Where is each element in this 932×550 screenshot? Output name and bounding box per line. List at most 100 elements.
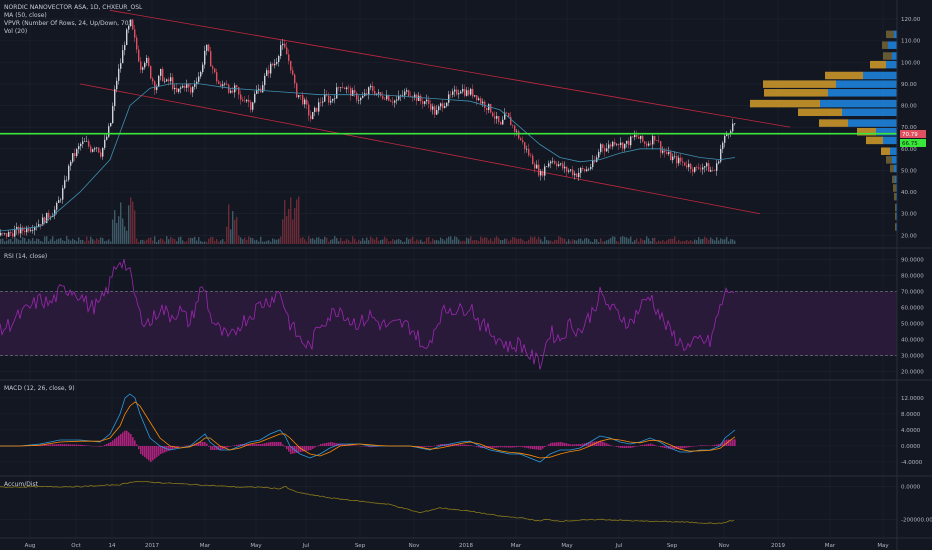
candle-body [102, 147, 104, 157]
candle-body [434, 106, 436, 115]
candle-body [552, 161, 554, 162]
volume-bar [540, 239, 542, 244]
time-tick-label: 2017 [145, 543, 159, 549]
volume-bar [52, 236, 54, 244]
macd-hist-bar [436, 445, 438, 446]
candle-body [254, 93, 256, 103]
macd-hist-bar [342, 444, 344, 446]
candle-body [318, 102, 320, 112]
vpvr-legend[interactable]: VPVR (Number Of Rows, 24, Up/Down, 70) [4, 20, 131, 27]
candle-body [124, 44, 126, 51]
volume-bar [490, 238, 492, 244]
candle-body [92, 149, 94, 152]
candle-body [640, 135, 642, 139]
macd-hist-bar [562, 442, 564, 446]
macd-hist-bar [296, 446, 298, 453]
macd-pane[interactable] [0, 393, 736, 463]
price-tick-label: 100.00 [901, 60, 921, 66]
volume-bar [110, 241, 112, 244]
candle-body [692, 169, 694, 172]
candle-body [86, 141, 88, 142]
channel-lower-line[interactable] [79, 83, 761, 215]
volume-bar [380, 239, 382, 244]
macd-hist-bar [138, 446, 140, 450]
macd-hist-bar [350, 445, 352, 446]
candle-body [604, 148, 606, 152]
candle-body [518, 131, 520, 139]
candle-body [684, 162, 686, 166]
macd-hist-bar [430, 446, 432, 447]
candle-body [496, 116, 498, 119]
candle-body [46, 212, 48, 224]
candle-body [104, 139, 106, 148]
volume-bar [580, 238, 582, 244]
volume-bar [178, 237, 180, 244]
volume-bar [300, 238, 302, 244]
candle-body [336, 87, 338, 99]
volume-bar [88, 240, 90, 244]
candle-body [330, 100, 332, 103]
volume-bar [644, 240, 646, 244]
macd-hist-bar [62, 444, 64, 446]
candle-body [716, 163, 718, 171]
volume-bar [658, 240, 660, 244]
candle-body [316, 107, 318, 112]
macd-hist-bar [126, 430, 128, 446]
volume-bar [626, 237, 628, 244]
volume-bar [510, 239, 512, 244]
candle-body [722, 142, 724, 149]
volume-bar [250, 237, 252, 244]
macd-hist-bar [608, 444, 610, 446]
ma-legend[interactable]: MA (50, close) [4, 12, 47, 19]
candle-body [40, 224, 42, 226]
rsi-pane[interactable] [0, 259, 897, 370]
vol-legend[interactable]: Vol (20) [4, 28, 27, 35]
candle-body [730, 131, 732, 135]
candle-body [564, 166, 566, 169]
candle-body [236, 85, 238, 88]
macd-hist-bar [534, 446, 536, 450]
macd-hist-bar [298, 446, 300, 453]
macd-hist-bar [124, 430, 126, 446]
macd-hist-bar [418, 446, 420, 447]
volume-bar [286, 216, 288, 244]
volume-bar [306, 241, 308, 244]
price-pane[interactable] [0, 9, 897, 244]
macd-hist-bar [516, 446, 518, 448]
volume-bar [170, 236, 172, 244]
accum-pane[interactable] [0, 481, 735, 525]
volume-bar [28, 239, 30, 244]
volume-bar [172, 238, 174, 244]
candle-body [622, 142, 624, 149]
macd-hist-bar [502, 446, 504, 448]
macd-hist-bar [272, 442, 274, 446]
macd-hist-bar [704, 445, 706, 446]
candle-body [514, 125, 516, 132]
volume-bar [38, 239, 40, 244]
macd-hist-bar [252, 444, 254, 446]
candle-body [162, 68, 164, 82]
candle-body [376, 93, 378, 95]
candle-body [0, 232, 2, 236]
channel-upper-line[interactable] [109, 9, 791, 128]
candle-body [128, 26, 130, 30]
volume-bar [634, 240, 636, 244]
symbol-title[interactable]: NORDIC NANOVECTOR ASA, 1D, CHXEUR_OSL [4, 4, 143, 11]
macd-legend[interactable]: MACD (12, 26, close, 9) [4, 385, 75, 392]
time-axis[interactable]: Aug Oct 14 2017 Mar May Jul Sep Nov 2018 Mar May Jul… [25, 543, 890, 549]
candle-body [142, 67, 144, 70]
candle-body [556, 163, 558, 166]
accum-legend[interactable]: Accum/Dist [4, 481, 39, 488]
volume-bar [356, 241, 358, 244]
macd-hist-bar [572, 444, 574, 446]
macd-hist-bar [530, 446, 532, 449]
volume-bar [382, 239, 384, 244]
macd-hist-bar [222, 446, 224, 450]
vp-row-down [870, 60, 886, 69]
macd-hist-bar [196, 443, 198, 446]
rsi-legend[interactable]: RSI (14, close) [4, 253, 47, 260]
ma50-line [0, 83, 736, 232]
macd-hist-bar [290, 446, 292, 454]
candle-body [344, 87, 346, 90]
